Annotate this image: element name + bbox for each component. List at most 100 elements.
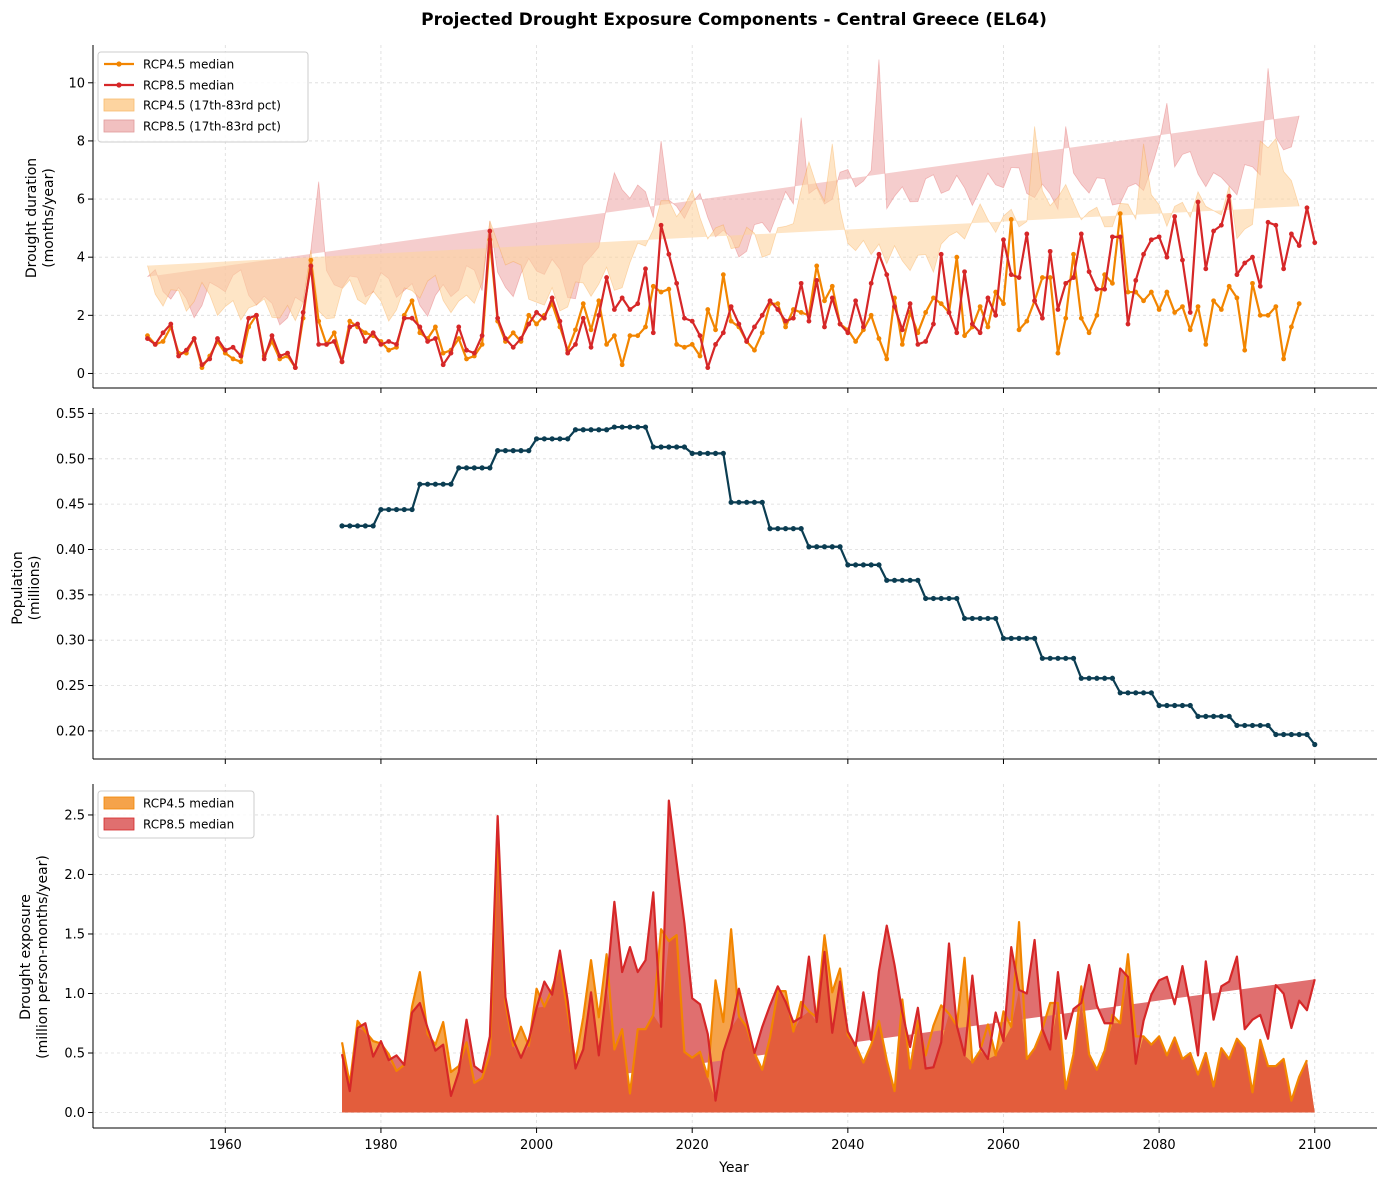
point-rcp85-2028 xyxy=(752,324,757,330)
legend-marker-rcp85-median xyxy=(116,82,122,88)
y-tick-label: 0.35 xyxy=(56,588,85,603)
y-tick-label: 4 xyxy=(77,251,85,266)
point-rcp85-2053 xyxy=(946,310,952,315)
population-point-2046 xyxy=(891,577,898,583)
point-rcp85-1983 xyxy=(401,315,407,321)
point-rcp45-2097 xyxy=(1289,324,1294,330)
point-rcp45-1993 xyxy=(479,342,485,347)
population-point-2007 xyxy=(588,427,594,433)
point-rcp45-1976 xyxy=(347,318,353,324)
population-point-2087 xyxy=(1210,713,1217,719)
population-point-1997 xyxy=(510,448,516,454)
point-rcp45-1997 xyxy=(510,330,516,336)
legend: RCP4.5 median RCP8.5 median xyxy=(97,790,255,839)
point-rcp85-2034 xyxy=(798,280,804,286)
point-rcp85-1972 xyxy=(316,342,322,347)
y-axis-label-line2: (months/year) xyxy=(41,168,57,268)
point-rcp85-1971 xyxy=(308,263,314,269)
population-point-2098 xyxy=(1296,731,1302,738)
population-point-2099 xyxy=(1304,731,1310,738)
population-point-2082 xyxy=(1172,702,1178,709)
x-axis xyxy=(93,387,1377,393)
point-rcp85-2023 xyxy=(713,342,718,347)
population-point-2026 xyxy=(736,499,742,505)
population-point-1988 xyxy=(440,481,446,487)
population-point-1982 xyxy=(393,506,400,513)
legend-marker-rcp45-median xyxy=(116,61,122,67)
point-rcp85-1995 xyxy=(495,315,501,321)
population-point-1984 xyxy=(409,506,415,513)
y-axis-label-line1: Drought duration xyxy=(24,158,40,278)
point-rcp85-2075 xyxy=(1117,234,1123,240)
legend-frame xyxy=(97,790,255,839)
point-rcp45-2024 xyxy=(720,272,726,278)
point-rcp85-2088 xyxy=(1218,222,1224,228)
point-rcp85-2079 xyxy=(1148,237,1154,243)
point-rcp45-2038 xyxy=(829,283,835,289)
point-rcp45-2082 xyxy=(1172,310,1178,315)
point-rcp45-2066 xyxy=(1047,275,1053,280)
population-point-2068 xyxy=(1063,655,1069,661)
point-rcp45-2021 xyxy=(697,353,703,359)
x-axis xyxy=(93,758,1377,764)
point-rcp85-2042 xyxy=(861,324,866,330)
population-point-2074 xyxy=(1109,675,1116,681)
population-point-1976 xyxy=(347,523,353,529)
population-point-1998 xyxy=(518,448,524,454)
population-point-2052 xyxy=(938,595,944,602)
point-rcp45-1952 xyxy=(160,339,166,344)
point-rcp85-2024 xyxy=(720,330,726,336)
legend-swatch-rcp85-median xyxy=(103,817,135,831)
point-rcp45-2054 xyxy=(954,254,960,260)
y-tick-label: 0.25 xyxy=(56,679,85,694)
population-point-2051 xyxy=(930,595,937,602)
point-rcp85-1990 xyxy=(456,324,462,330)
band-rcp45 xyxy=(147,126,1300,322)
point-rcp85-2095 xyxy=(1273,222,1279,228)
band-rcp45-area xyxy=(147,126,1300,322)
population-point-2018 xyxy=(674,444,680,450)
population-point-2004 xyxy=(565,436,571,442)
population-point-2090 xyxy=(1234,722,1240,729)
series-rcp85-median xyxy=(145,193,1318,371)
point-rcp85-1977 xyxy=(355,321,360,327)
population-point-2039 xyxy=(837,544,843,550)
y-tick-label: 2.5 xyxy=(64,808,85,823)
point-rcp45-2010 xyxy=(611,333,617,339)
population-point-2009 xyxy=(604,427,610,433)
population-point-2066 xyxy=(1047,655,1053,661)
point-rcp45-1999 xyxy=(526,312,532,318)
point-rcp85-2012 xyxy=(627,307,633,312)
population-point-2037 xyxy=(821,544,828,550)
point-rcp45-2074 xyxy=(1110,280,1115,286)
population-point-1991 xyxy=(463,465,470,471)
point-rcp85-1979 xyxy=(370,330,376,336)
point-rcp85-2018 xyxy=(674,280,680,286)
point-rcp85-2013 xyxy=(635,301,641,307)
point-rcp45-2037 xyxy=(822,298,827,304)
x-tick-label: 2080 xyxy=(1143,1138,1176,1153)
point-rcp85-2040 xyxy=(845,330,851,336)
point-rcp45-2084 xyxy=(1187,327,1193,333)
panel-drought-exposure: 0.0 0.5 1.0 1.5 2.0 2.5 1960 1980 2000 2020 2040 2… xyxy=(18,784,1377,1176)
point-rcp85-1981 xyxy=(386,339,392,344)
point-rcp85-2070 xyxy=(1078,231,1084,237)
population-point-2044 xyxy=(876,562,882,568)
population-point-1983 xyxy=(401,506,407,513)
point-rcp85-1964 xyxy=(254,312,259,318)
population-point-2062 xyxy=(1016,635,1022,641)
population-point-2081 xyxy=(1164,702,1170,709)
point-rcp45-2032 xyxy=(783,324,788,330)
point-rcp45-2072 xyxy=(1094,312,1100,318)
legend: RCP4.5 median RCP8.5 median RCP4.5 (17th… xyxy=(97,51,309,143)
population-point-2093 xyxy=(1257,722,1263,729)
point-rcp85-2003 xyxy=(557,318,563,324)
y-tick-label: 0.30 xyxy=(56,634,85,649)
population-point-2064 xyxy=(1032,635,1038,641)
point-rcp45-2047 xyxy=(899,342,905,347)
point-rcp45-1988 xyxy=(440,350,446,356)
point-rcp85-1987 xyxy=(433,336,438,341)
x-tick-label: 2020 xyxy=(676,1138,709,1153)
point-rcp45-2020 xyxy=(689,342,695,347)
point-rcp85-1951 xyxy=(152,342,158,347)
